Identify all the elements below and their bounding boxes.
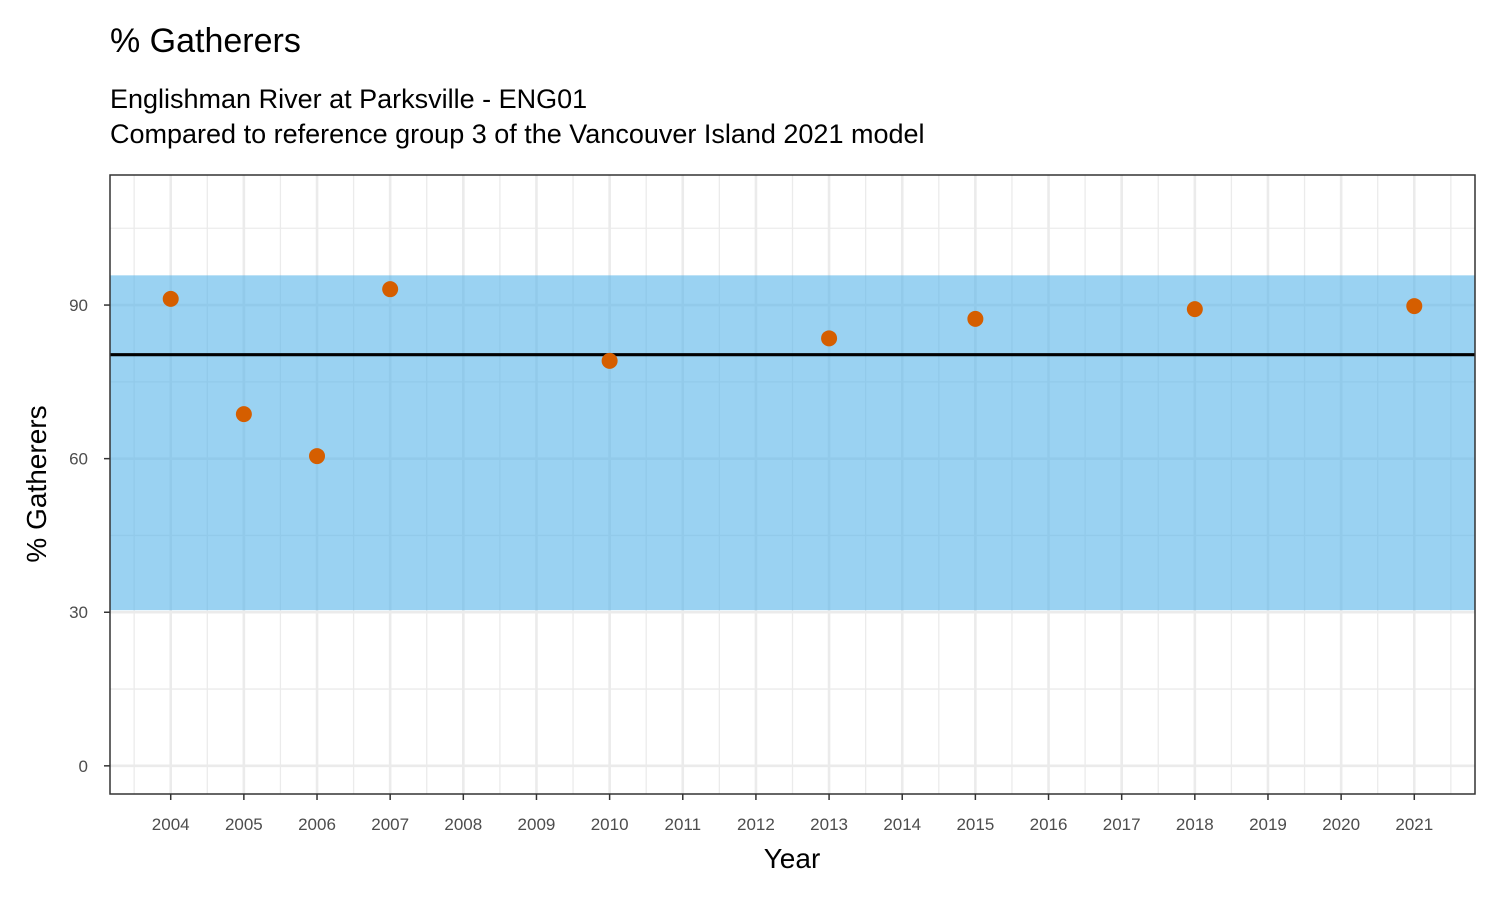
chart-subtitle-line1: Englishman River at Parksville - ENG01 (110, 84, 587, 114)
x-tick-label: 2011 (664, 815, 701, 834)
x-tick-label: 2009 (518, 815, 556, 834)
data-point (601, 352, 618, 369)
data-point (1406, 298, 1423, 315)
x-tick-label: 2007 (371, 815, 409, 834)
panel-border (109, 174, 1476, 795)
chart-title: % Gatherers (110, 22, 301, 60)
reference-band (110, 275, 1475, 611)
axes: 2004 2005 2006 2007 2008 2009 2010 2011 2012 2013… (69, 174, 1476, 834)
x-tick-label: 2006 (298, 815, 336, 834)
x-tick-label: 2004 (152, 815, 190, 834)
y-tick-label: 30 (69, 603, 88, 622)
x-tick-label: 2020 (1322, 815, 1360, 834)
y-axis-label: % Gatherers (21, 405, 52, 562)
x-tick-label: 2015 (956, 815, 994, 834)
data-point (1186, 301, 1203, 318)
y-tick-label: 0 (79, 757, 88, 776)
x-tick-label: 2005 (225, 815, 263, 834)
x-tick-label: 2008 (444, 815, 482, 834)
x-tick-label: 2013 (810, 815, 848, 834)
y-tick-label: 90 (69, 296, 88, 315)
x-tick-label: 2017 (1103, 815, 1141, 834)
x-tick-label: 2019 (1249, 815, 1287, 834)
y-tick-label: 60 (69, 450, 88, 469)
marks (162, 281, 1423, 465)
data-point (821, 330, 838, 347)
x-tick-label: 2010 (591, 815, 629, 834)
chart-subtitle-line2: Compared to reference group 3 of the Van… (110, 119, 925, 149)
data-point (967, 310, 984, 327)
x-tick-label: 2018 (1176, 815, 1214, 834)
data-point (162, 290, 179, 307)
data-point (309, 448, 326, 465)
x-tick-label: 2021 (1395, 815, 1433, 834)
data-point (235, 406, 252, 423)
x-tick-label: 2012 (737, 815, 775, 834)
x-axis-label: Year (764, 843, 821, 874)
reference-band-group (110, 275, 1475, 611)
data-point (382, 281, 399, 298)
x-tick-label: 2014 (883, 815, 921, 834)
x-tick-label: 2016 (1030, 815, 1068, 834)
